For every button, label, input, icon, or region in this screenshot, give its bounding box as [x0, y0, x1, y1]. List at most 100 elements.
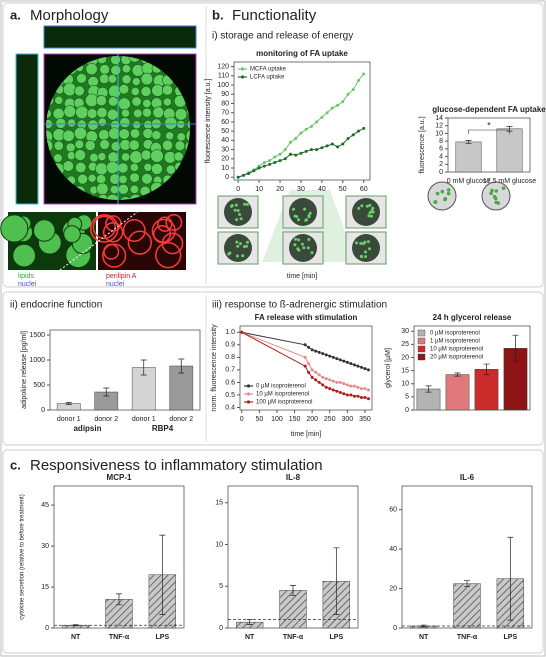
x-tick-label: TNF-α	[283, 634, 304, 641]
data-point	[345, 393, 349, 397]
x-tick-label: 0	[236, 186, 240, 193]
error-bar	[159, 534, 166, 615]
legend-swatch	[417, 353, 426, 361]
cell	[118, 174, 128, 185]
data-point	[346, 92, 350, 96]
perilipin-ring	[165, 213, 183, 231]
chart-title: FA release with stimulation	[255, 313, 358, 322]
thumbnail-cell	[367, 214, 371, 218]
cell	[95, 95, 107, 107]
x-tick-label: 0 mM glucose	[447, 178, 491, 185]
perilipin-ring	[157, 216, 173, 232]
xz-slice	[43, 25, 197, 49]
cell	[62, 129, 75, 142]
thumbnail-cell	[243, 202, 247, 206]
data-point	[331, 379, 335, 383]
data-point	[314, 378, 318, 382]
cell	[142, 107, 152, 118]
data-point	[349, 393, 353, 397]
cell	[89, 152, 99, 163]
cell	[130, 87, 140, 96]
cell	[142, 127, 154, 139]
error-bar	[103, 387, 110, 397]
legend-swatch	[417, 337, 426, 345]
error-bar	[454, 372, 461, 377]
legend-label: 20 µM isoproterenol	[430, 355, 483, 361]
x-tick-label: 100	[271, 416, 283, 423]
cell	[67, 118, 76, 128]
data-point	[356, 129, 360, 133]
thumbnail-cell	[229, 204, 233, 208]
data-point	[366, 368, 370, 372]
glucose-cell	[446, 191, 451, 196]
legend-label: 10 µM isoproterenol	[256, 392, 309, 398]
data-point	[366, 397, 370, 401]
x-tick-label: LPS	[156, 634, 170, 641]
data-point	[303, 364, 307, 368]
y-axis-label: norm. fluorescence intensity	[211, 324, 218, 412]
group-label: RBP4	[152, 424, 174, 433]
data-point	[349, 384, 353, 388]
lipid-droplet	[12, 243, 37, 268]
data-point	[299, 131, 303, 135]
glucose-cell	[493, 196, 498, 201]
data-point	[325, 111, 329, 115]
cell	[87, 173, 97, 183]
thumbnail-cell	[293, 237, 297, 241]
x-tick-label: 60	[360, 186, 368, 193]
glucose-cell	[443, 197, 447, 202]
y-tick-label: 15	[215, 500, 223, 507]
thumbnail-cell	[364, 250, 368, 254]
microscopy	[0, 25, 197, 271]
data-point	[283, 157, 287, 161]
thumbnail-cell	[291, 207, 295, 211]
perilipin-ring	[152, 225, 172, 244]
error-bar	[512, 334, 519, 362]
error-bar	[178, 358, 185, 374]
data-point	[324, 385, 328, 389]
perilipin-ring	[127, 230, 152, 255]
thumbnail-cell	[359, 241, 363, 245]
glucose-cell	[440, 189, 445, 194]
x-axis-label: time [min]	[287, 273, 317, 280]
data-point	[351, 133, 355, 137]
data-point	[342, 392, 346, 396]
data-point	[262, 164, 266, 168]
cell	[132, 120, 142, 130]
y-tick-label: 6	[439, 146, 443, 153]
x-tick-label: NT	[245, 634, 255, 641]
data-point	[315, 120, 319, 124]
cell	[76, 73, 87, 84]
data-point	[363, 367, 367, 371]
data-point	[328, 378, 332, 382]
chart-title: IL-6	[460, 473, 475, 482]
data-point	[303, 355, 307, 359]
data-point	[335, 380, 339, 384]
data-point	[331, 355, 335, 359]
thumbnail-cell	[239, 217, 243, 221]
lipid-droplet	[33, 219, 56, 242]
y-tick-label: 15	[401, 367, 409, 374]
data-point	[330, 106, 334, 110]
y-tick-label: 60	[221, 119, 229, 126]
cell	[140, 86, 152, 97]
error-bar	[464, 580, 470, 587]
cell	[74, 139, 85, 150]
thumbnail-cell	[296, 247, 300, 251]
data-point	[341, 100, 345, 104]
glucose-cell	[435, 191, 440, 196]
data-point	[342, 359, 346, 363]
data-point	[273, 160, 277, 164]
thumbnail-cell	[238, 213, 242, 217]
y-tick-label: 30	[41, 543, 49, 550]
cell	[110, 141, 121, 152]
data-point	[341, 142, 345, 146]
cell	[63, 105, 77, 118]
cell	[106, 108, 119, 121]
cell	[74, 85, 85, 97]
thumbnail-cell	[227, 252, 231, 256]
yz-slice	[15, 53, 39, 205]
y-tick-label: 90	[221, 91, 229, 98]
thumbnail-cell	[357, 206, 361, 210]
error-bar	[425, 385, 432, 393]
